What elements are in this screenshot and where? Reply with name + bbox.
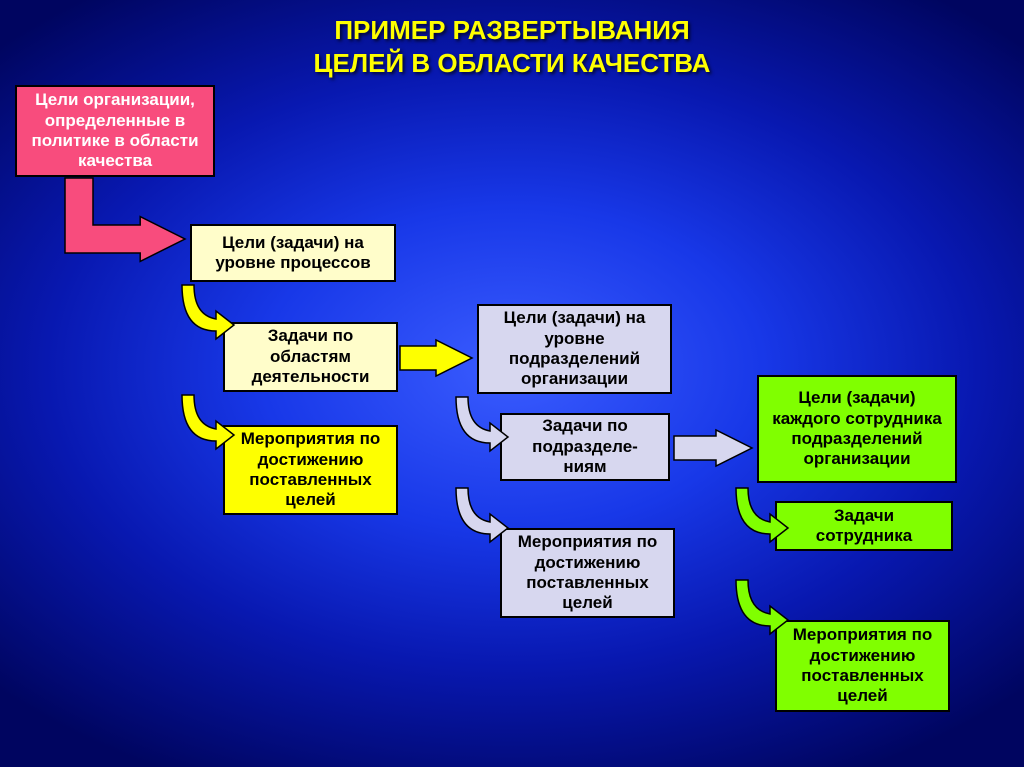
flowchart-box-b6: Задачи по подразделе-ниям <box>500 413 670 481</box>
arrow-3 <box>400 340 472 376</box>
flowchart-box-b8: Цели (задачи) каждого сотрудника подразд… <box>757 375 957 483</box>
title-line1: ПРИМЕР РАЗВЕРТЫВАНИЯ <box>334 15 689 45</box>
arrow-6 <box>674 430 752 466</box>
arrow-5 <box>460 488 518 546</box>
arrow-4 <box>460 397 518 455</box>
flowchart-box-b9: Задачи сотрудника <box>775 501 953 551</box>
flowchart-box-b4: Мероприятия по достижению поставленных ц… <box>223 425 398 515</box>
flowchart-box-b10: Мероприятия по достижению поставленных ц… <box>775 620 950 712</box>
arrow-7 <box>740 488 798 546</box>
arrow-1 <box>186 285 244 343</box>
flowchart-box-b5: Цели (задачи) на уровне подразделений ор… <box>477 304 672 394</box>
flowchart-box-b3: Задачи по областям деятельности <box>223 322 398 392</box>
arrow-0 <box>65 178 230 298</box>
flowchart-box-b7: Мероприятия по достижению поставленных ц… <box>500 528 675 618</box>
arrow-2 <box>186 395 244 453</box>
title-line2: ЦЕЛЕЙ В ОБЛАСТИ КАЧЕСТВА <box>314 48 711 78</box>
flowchart-box-b1: Цели организации, определенные в политик… <box>15 85 215 177</box>
arrow-8 <box>740 580 798 638</box>
page-title: ПРИМЕР РАЗВЕРТЫВАНИЯ ЦЕЛЕЙ В ОБЛАСТИ КАЧ… <box>0 0 1024 79</box>
